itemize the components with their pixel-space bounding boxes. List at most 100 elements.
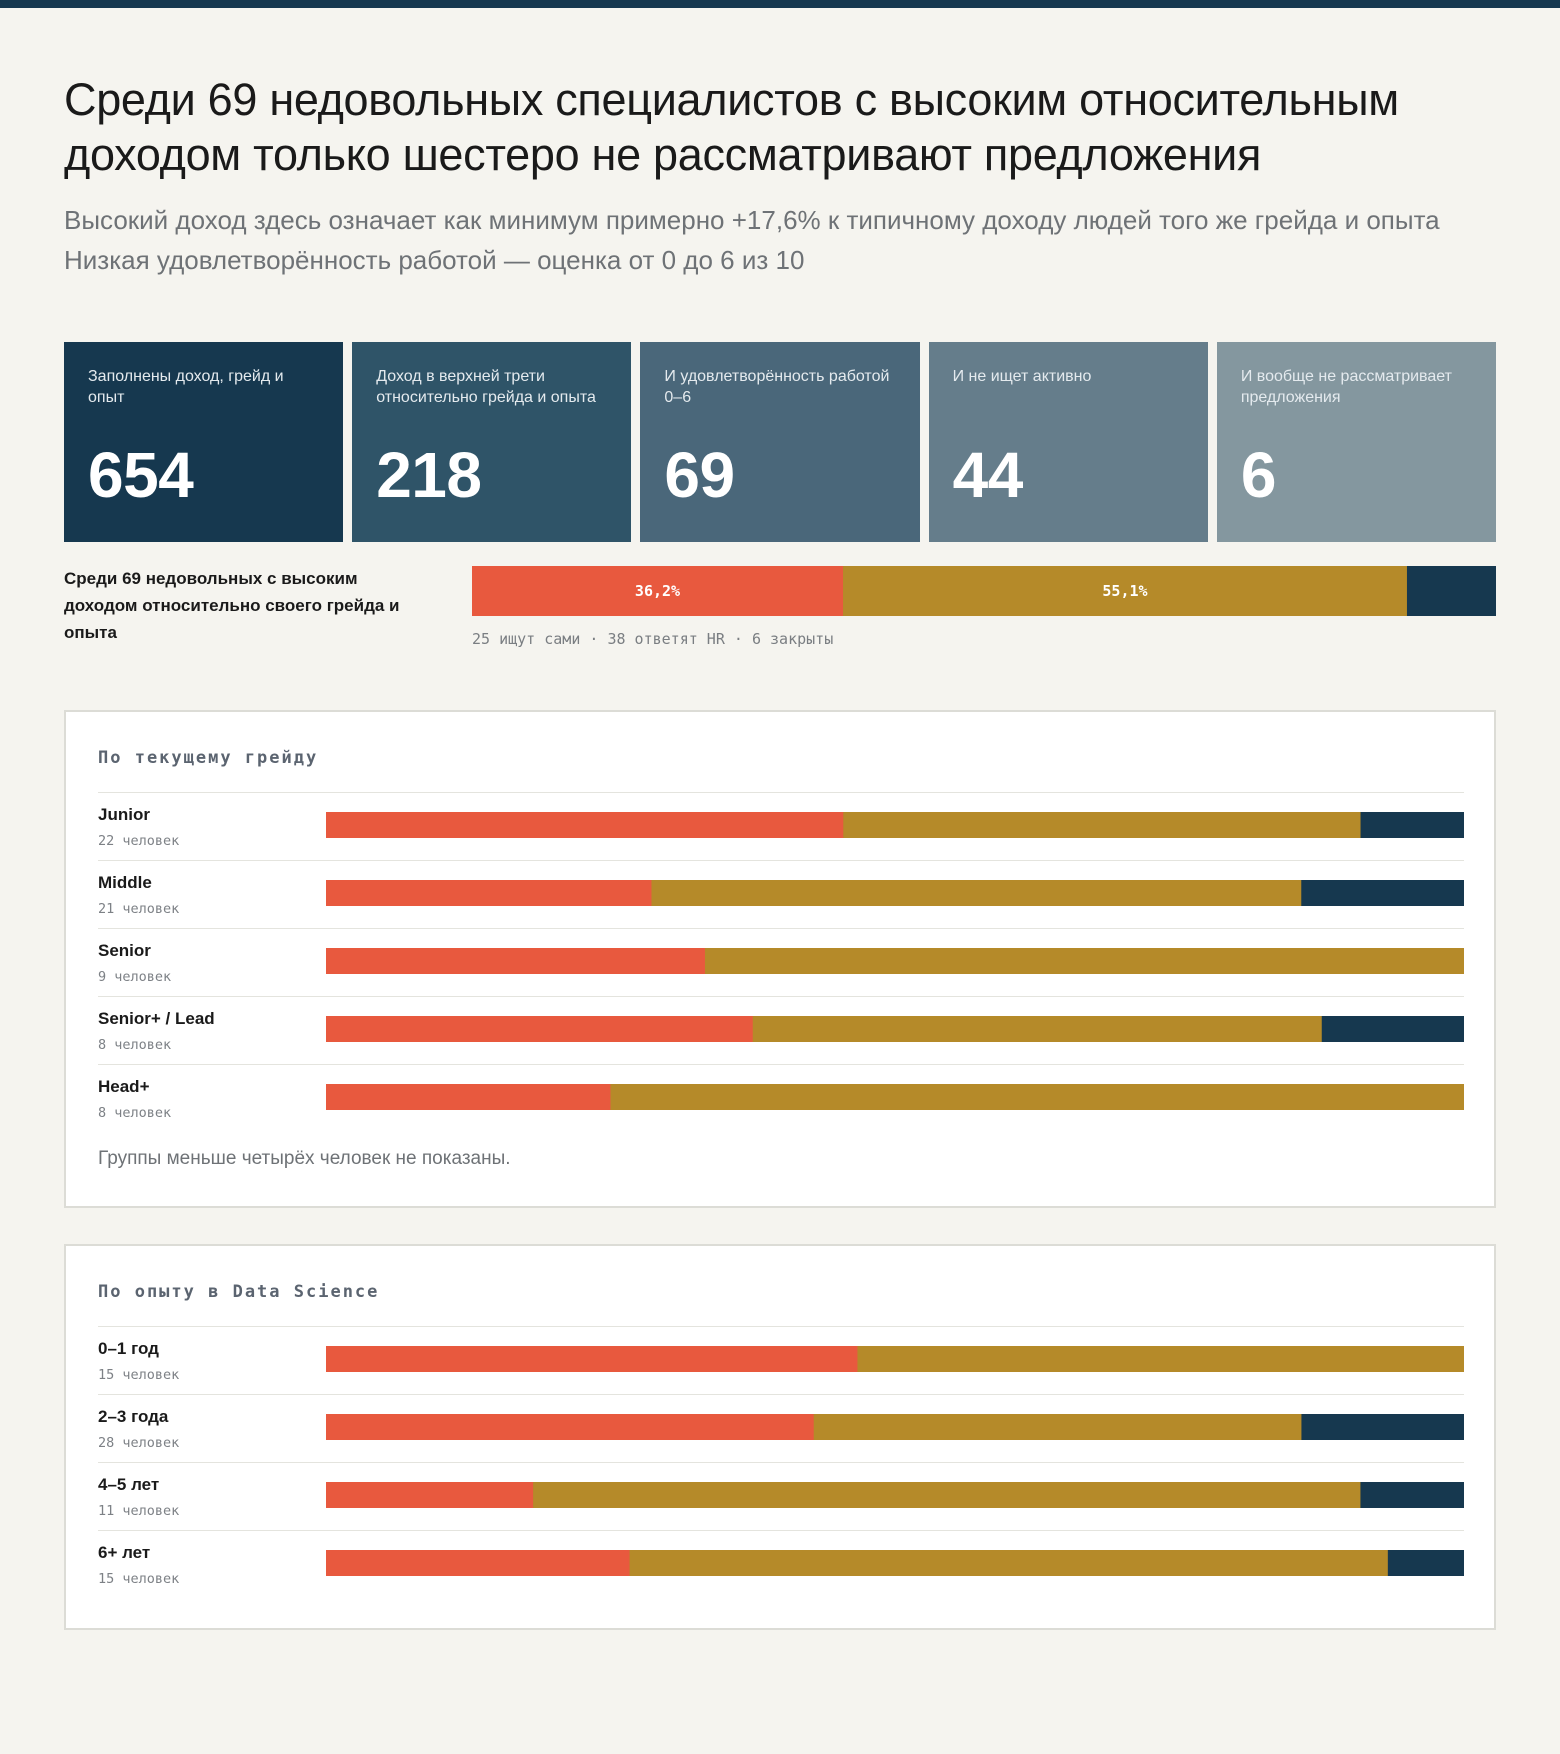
kpi-label: И вообще не рассматривает предложения [1240, 368, 1452, 406]
kpi-value: 6 [1240, 439, 1277, 511]
row-stacked-bar [326, 880, 1464, 906]
grade-bar-segment-hr [610, 1084, 1464, 1110]
row-category-label: Senior+ / Lead [98, 1009, 215, 1028]
grade-bar-segment-hr [651, 880, 1302, 906]
summary-bar-data-label-seeking: 36,2% [635, 582, 680, 600]
title-line-1: Среди 69 недовольных специалистов с высо… [64, 74, 1399, 125]
grade-row: Senior 9 человек [98, 928, 1464, 996]
subtitle-income-definition: Высокий доход здесь означает как минимум… [64, 205, 1440, 235]
title-line-2: доходом только шестеро не рассматривают … [64, 129, 1262, 180]
row-category-label: 6+ лет [98, 1543, 151, 1562]
row-category-label: 0–1 год [98, 1339, 159, 1358]
row-category-label: Middle [98, 873, 152, 892]
row-stacked-bar [326, 812, 1464, 838]
kpi-card-filled: Заполнены доход, грейд и опыт 654 [64, 342, 344, 542]
summary-bar-segment-seeking [472, 566, 844, 616]
grade-bar-segment-closed [1301, 880, 1464, 906]
kpi-value: 69 [664, 439, 735, 511]
experience-bar-segment-closed [1360, 1482, 1464, 1508]
row-stacked-bar [326, 1482, 1464, 1508]
row-stacked-bar [326, 1016, 1464, 1042]
experience-rows: 0–1 год 15 человек 2–3 года 28 человек 4–5 л… [98, 1326, 1464, 1598]
row-count-label: 15 человек [98, 1571, 180, 1587]
grade-bar-svg [326, 1084, 1464, 1110]
summary-bar-data-label-hr: 55,1% [1102, 582, 1147, 600]
grade-bar-svg [326, 812, 1464, 838]
experience-bar-segment-seeking [326, 1346, 858, 1372]
panel-title: По опыту в Data Science [98, 1282, 380, 1302]
grade-bar-svg [326, 880, 1464, 906]
panel-by-grade: По текущему грейду Junior 22 человек Middl… [64, 710, 1496, 1208]
experience-row: 4–5 лет 11 человек [98, 1462, 1464, 1530]
experience-bar-segment-seeking [326, 1482, 534, 1508]
kpi-card-top-income: Доход в верхней трети относительно грейд… [352, 342, 632, 542]
row-count-label: 11 человек [98, 1503, 180, 1519]
kpi-label: Доход в верхней трети относительно грейд… [376, 368, 596, 406]
grade-bar-segment-hr [843, 812, 1362, 838]
kpi-funnel: Заполнены доход, грейд и опыт 654 Доход … [64, 342, 1497, 542]
grade-bar-segment-seeking [326, 1016, 754, 1042]
experience-bar-svg [326, 1550, 1464, 1576]
kpi-label: Заполнены доход, грейд и опыт [88, 368, 284, 406]
experience-bar-segment-closed [1301, 1414, 1464, 1440]
kpi-card-not-searching: И не ищет активно 44 [928, 342, 1208, 542]
row-stacked-bar [326, 1550, 1464, 1576]
subtitle-satisfaction-definition: Низкая удовлетворённость работой — оценк… [64, 245, 805, 275]
row-count-label: 9 человек [98, 969, 172, 985]
summary-label: Среди 69 недовольных с высоким доходом о… [64, 569, 400, 642]
row-count-label: 8 человек [98, 1037, 172, 1053]
row-count-label: 22 человек [98, 833, 180, 849]
summary-caption: 25 ищут сами · 38 ответят HR · 6 закрыты [472, 630, 834, 648]
experience-bar-segment-hr [857, 1346, 1464, 1372]
experience-bar-segment-hr [533, 1482, 1361, 1508]
kpi-value: 218 [376, 439, 482, 511]
row-count-label: 15 человек [98, 1367, 180, 1383]
kpi-value: 654 [88, 439, 194, 511]
experience-bar-svg [326, 1482, 1464, 1508]
grade-bar-segment-seeking [326, 880, 652, 906]
grade-bar-segment-closed [1321, 1016, 1464, 1042]
experience-bar-segment-seeking [326, 1550, 631, 1576]
row-category-label: Head+ [98, 1077, 150, 1096]
experience-bar-svg [326, 1414, 1464, 1440]
grade-row: Senior+ / Lead 8 человек [98, 996, 1464, 1064]
kpi-label: И не ищет активно [952, 368, 1092, 385]
row-count-label: 8 человек [98, 1105, 172, 1121]
row-stacked-bar [326, 1346, 1464, 1372]
grade-rows: Junior 22 человек Middle 21 человек Senior 9 … [98, 792, 1464, 1132]
grade-row: Head+ 8 человек [98, 1064, 1464, 1132]
grade-bar-segment-seeking [326, 948, 706, 974]
panel-by-experience: По опыту в Data Science 0–1 год 15 челове… [64, 1244, 1496, 1630]
kpi-card-closed: И вообще не рассматривает предложения 6 [1216, 342, 1497, 542]
row-category-label: Senior [98, 941, 151, 960]
row-stacked-bar [326, 1414, 1464, 1440]
experience-row: 6+ лет 15 человек [98, 1530, 1464, 1598]
grade-row: Junior 22 человек [98, 792, 1464, 860]
summary-stacked-bar: 36,2% 55,1% [472, 566, 1496, 616]
row-stacked-bar [326, 948, 1464, 974]
panel-title: По текущему грейду [98, 748, 319, 768]
experience-bar-segment-closed [1387, 1550, 1464, 1576]
experience-bar-segment-hr [813, 1414, 1302, 1440]
kpi-label: И удовлетворённость работой 0–6 [664, 368, 890, 406]
row-count-label: 28 человек [98, 1435, 180, 1451]
row-count-label: 21 человек [98, 901, 180, 917]
row-category-label: Junior [98, 805, 150, 824]
experience-bar-svg [326, 1346, 1464, 1372]
experience-bar-segment-seeking [326, 1414, 815, 1440]
grade-bar-segment-seeking [326, 812, 844, 838]
grade-bar-segment-closed [1360, 812, 1464, 838]
row-stacked-bar [326, 1084, 1464, 1110]
page-title: Среди 69 недовольных специалистов с высо… [64, 72, 1496, 182]
kpi-card-low-satisfaction: И удовлетворённость работой 0–6 69 [640, 342, 920, 542]
grade-bar-segment-hr [704, 948, 1464, 974]
small-groups-note: Группы меньше четырёх человек не показан… [98, 1148, 511, 1169]
grade-bar-segment-hr [752, 1016, 1323, 1042]
experience-bar-segment-hr [629, 1550, 1389, 1576]
grade-bar-svg [326, 948, 1464, 974]
row-category-label: 2–3 года [98, 1407, 169, 1426]
experience-row: 0–1 год 15 человек [98, 1326, 1464, 1394]
grade-row: Middle 21 человек [98, 860, 1464, 928]
experience-row: 2–3 года 28 человек [98, 1394, 1464, 1462]
top-accent-bar [0, 0, 1560, 8]
